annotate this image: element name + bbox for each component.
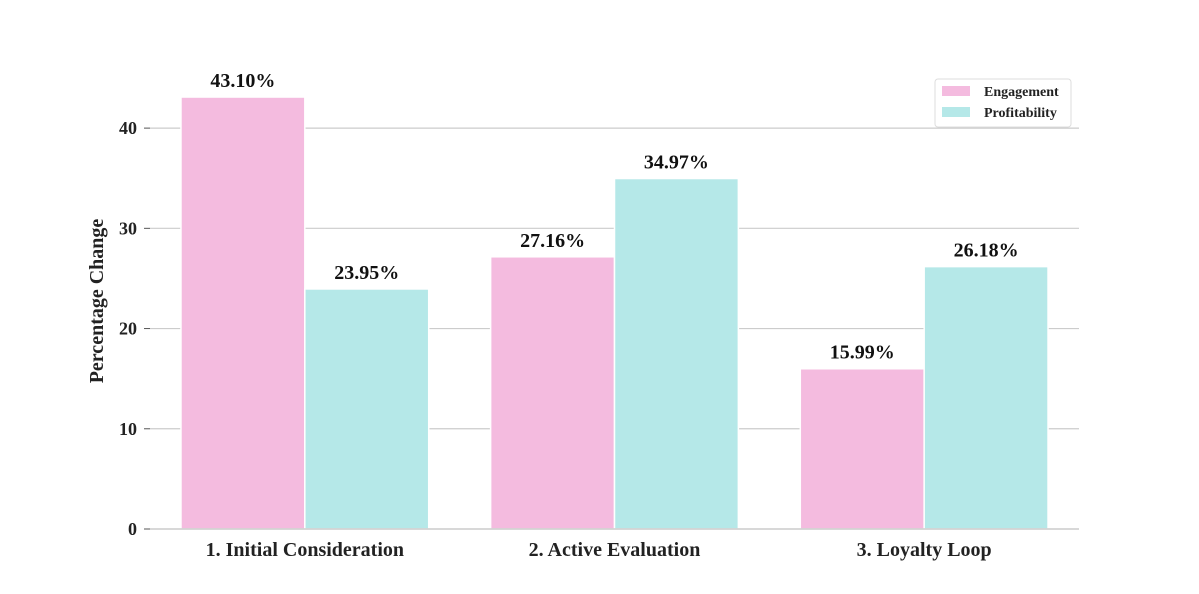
data-label: 43.10% bbox=[210, 70, 275, 92]
y-tick-label: 40 bbox=[119, 118, 137, 138]
legend: Engagement Profitability bbox=[934, 78, 1072, 128]
data-label: 27.16% bbox=[520, 230, 585, 252]
data-label: 23.95% bbox=[334, 262, 399, 284]
legend-swatch-profitability bbox=[942, 107, 970, 117]
legend-label: Profitability bbox=[984, 106, 1057, 121]
y-tick-label: 0 bbox=[128, 519, 137, 539]
y-axis-label: Percentage Change bbox=[86, 219, 108, 384]
x-tick-label: 3. Loyalty Loop bbox=[857, 539, 992, 561]
bar-group bbox=[180, 96, 1049, 530]
data-label: 34.97% bbox=[644, 152, 709, 174]
bar-engagement-2 bbox=[489, 256, 616, 530]
bar-profitability-3 bbox=[923, 265, 1049, 530]
x-axis-ticks: 1. Initial Consideration 2. Active Evalua… bbox=[206, 539, 992, 561]
bar-profitability-1 bbox=[304, 288, 430, 530]
bar-engagement-3 bbox=[799, 367, 925, 530]
y-tick-label: 20 bbox=[119, 319, 137, 339]
y-axis-ticks: 0 10 20 30 40 bbox=[119, 118, 150, 539]
legend-swatch-engagement bbox=[942, 86, 970, 96]
y-tick-label: 10 bbox=[119, 419, 137, 439]
x-tick-label: 1. Initial Consideration bbox=[206, 539, 404, 561]
legend-label: Engagement bbox=[984, 85, 1059, 100]
data-label: 15.99% bbox=[830, 342, 895, 364]
bar-engagement-1 bbox=[180, 96, 306, 530]
bar-profitability-2 bbox=[613, 177, 740, 530]
data-label: 26.18% bbox=[954, 240, 1019, 262]
x-tick-label: 2. Active Evaluation bbox=[529, 539, 701, 561]
y-tick-label: 30 bbox=[119, 218, 137, 238]
data-labels: 43.10% 23.95% 27.16% 34.97% 15.99% 26.18% bbox=[210, 70, 1018, 364]
